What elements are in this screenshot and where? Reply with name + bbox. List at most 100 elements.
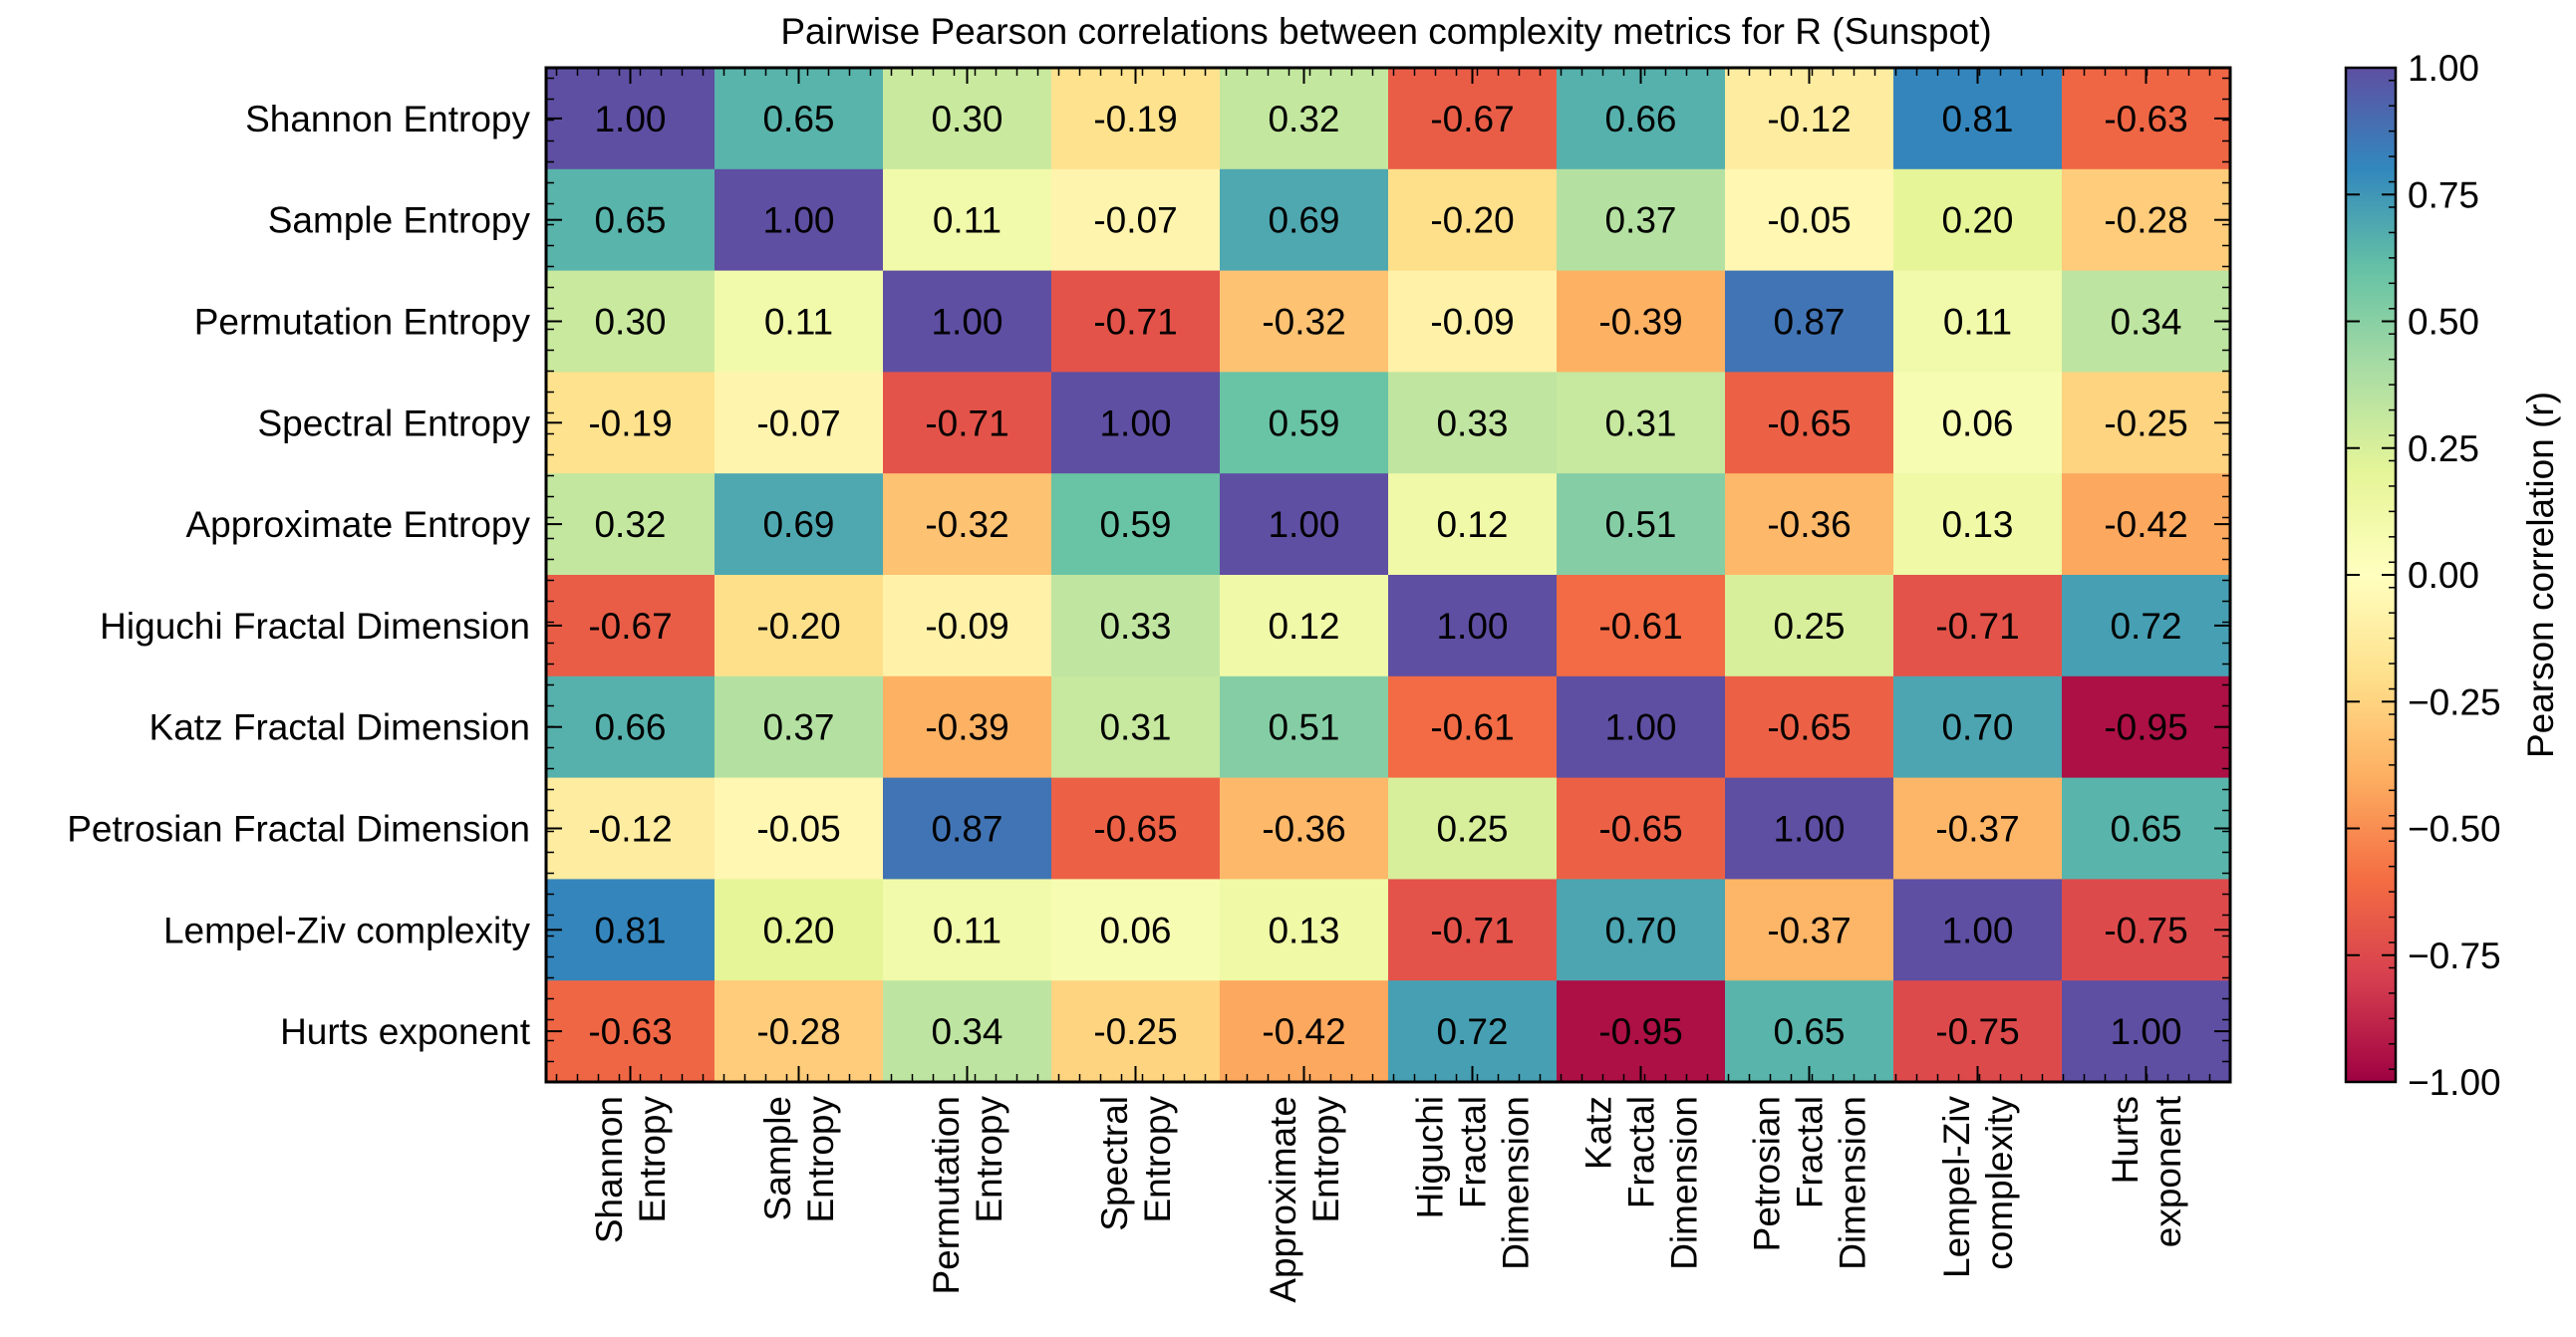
y-tick-label: Hurts exponent: [280, 1011, 531, 1052]
x-tick-label-line: Entropy: [632, 1096, 673, 1223]
x-axis-labels: Shannon Entropy Sample Entropy Permutation En…: [589, 1095, 2188, 1302]
cell-value-label: -0.09: [925, 606, 1008, 647]
heatmap-cell: [1725, 575, 1894, 677]
heatmap-cell: [1725, 168, 1894, 272]
cell-value-label: 0.69: [762, 504, 834, 545]
cell-value-label: -0.39: [1598, 302, 1682, 343]
heatmap-cell: [1725, 777, 1894, 880]
cell-value-label: -0.71: [1935, 606, 2019, 647]
cell-value-label: -0.25: [2104, 402, 2187, 443]
cell-value-label: -0.05: [1767, 200, 1851, 241]
cell-value-label: -0.61: [1430, 707, 1514, 748]
cell-value-label: -0.65: [1093, 809, 1177, 850]
colorbar-label: Pearson correlation (r): [2520, 392, 2561, 758]
colorbar-tick-label: 0.25: [2408, 428, 2479, 469]
cell-value-label: 1.00: [1773, 809, 1845, 850]
cell-value-label: -0.36: [1262, 809, 1345, 850]
heatmap-cell: [883, 879, 1052, 981]
cell-value-label: -0.20: [756, 606, 840, 647]
heatmap-cell: [1557, 980, 1726, 1083]
y-tick-label: Petrosian Fractal Dimension: [67, 809, 530, 850]
cell-value-label: 0.34: [931, 1011, 1002, 1052]
heatmap-cell: [1388, 879, 1558, 981]
heatmap-cell: [1893, 879, 2063, 981]
heatmap-cell: [1388, 777, 1558, 880]
heatmap-cell: [883, 777, 1052, 880]
x-tick-label-line: Lempel-Ziv: [1936, 1096, 1977, 1278]
x-tick-label: Sample Entropy: [757, 1096, 841, 1223]
x-tick-label-line: Shannon: [589, 1096, 630, 1243]
heatmap-cell: [1388, 473, 1558, 576]
cell-value-label: 1.00: [2110, 1011, 2181, 1052]
heatmap-cell: [1051, 372, 1221, 474]
cell-value-label: 0.31: [1604, 402, 1676, 443]
heatmap-cell: [1893, 372, 2063, 474]
cell-value-label: -0.32: [925, 504, 1008, 545]
cell-value-label: 0.31: [1099, 707, 1171, 748]
cell-value-label: 0.81: [594, 910, 666, 950]
heatmap-cell: [1388, 575, 1558, 677]
x-tick-label-line: exponent: [2147, 1095, 2188, 1247]
cell-value-label: 0.72: [2110, 606, 2181, 647]
cell-value-label: -0.67: [1430, 99, 1514, 139]
cell-value-label: 1.00: [1604, 707, 1676, 748]
heatmap-cell: [715, 675, 884, 779]
cell-value-label: 0.32: [1268, 99, 1339, 139]
cell-value-label: 0.37: [1604, 200, 1676, 241]
x-tick-label-line: Dimension: [1496, 1096, 1537, 1270]
heatmap-cell: [546, 879, 716, 981]
cell-value-label: -0.65: [1767, 707, 1851, 748]
heatmap-cell: [1893, 68, 2063, 170]
cell-value-label: -0.28: [2104, 200, 2187, 241]
cell-value-label: 0.87: [931, 809, 1002, 850]
cell-value-label: -0.75: [1935, 1011, 2019, 1052]
x-tick-label: Shannon Entropy: [589, 1096, 673, 1244]
cell-value-label: -0.67: [588, 606, 672, 647]
heatmap-cell: [1557, 372, 1726, 474]
cell-value-label: 0.20: [762, 910, 834, 950]
cell-value-label: -0.65: [1767, 402, 1851, 443]
cell-value-label: 0.11: [1943, 302, 2012, 343]
cell-value-label: 1.00: [1436, 606, 1508, 647]
axis-ticks: [546, 68, 2230, 1082]
heatmap-cell: [1220, 980, 1389, 1083]
cell-value-label: -0.05: [756, 809, 840, 850]
heatmap-cell: [2062, 168, 2231, 272]
heatmap-cell: [546, 372, 716, 474]
x-tick-label: Higuchi Fractal Dimension: [1410, 1096, 1537, 1270]
x-tick-label-line: Permutation: [926, 1096, 967, 1295]
x-tick-label-line: Spectral: [1094, 1096, 1135, 1231]
cell-value-label: -0.71: [925, 402, 1008, 443]
heatmap-cell: [715, 777, 884, 880]
heatmap-cell: [546, 675, 716, 779]
heatmap-cell: [883, 473, 1052, 576]
cell-value-label: 0.30: [594, 302, 666, 343]
cell-value-label: 0.12: [1436, 504, 1508, 545]
heatmap-cell: [546, 68, 716, 170]
cell-value-label: 0.81: [1941, 99, 2013, 139]
x-tick-label: Spectral Entropy: [1094, 1096, 1178, 1231]
heatmap-cell: [546, 168, 716, 272]
cell-value-label: 0.51: [1268, 707, 1339, 748]
cell-value-label: 0.12: [1268, 606, 1339, 647]
heatmap-cell: [1725, 675, 1894, 779]
cell-value-label: -0.71: [1430, 910, 1514, 950]
heatmap-cell: [2062, 68, 2231, 170]
heatmap-cell: [1388, 675, 1558, 779]
heatmap-cell: [1388, 372, 1558, 474]
colorbar: 1.00 0.75 0.50 0.25 0.00 −0.25 −0.50 −0.75 −1.00…: [2344, 48, 2561, 1103]
heatmap-cell: [546, 980, 716, 1083]
cell-value-label: 0.25: [1773, 606, 1845, 647]
cell-value-label: 0.11: [933, 910, 1002, 950]
heatmap-cell: [1220, 372, 1389, 474]
cell-value-label: -0.19: [1093, 99, 1177, 139]
heatmap-cell: [1220, 473, 1389, 576]
heatmap-cell: [1557, 68, 1726, 170]
heatmap-cell: [883, 68, 1052, 170]
heatmap-cell: [1893, 777, 2063, 880]
colorbar-tick-label: 1.00: [2408, 48, 2479, 89]
heatmap-cell: [1893, 980, 2063, 1083]
heatmap-cell: [546, 575, 716, 677]
heatmap-cell: [1051, 270, 1221, 373]
chart-title: Pairwise Pearson correlations between co…: [780, 11, 1991, 52]
